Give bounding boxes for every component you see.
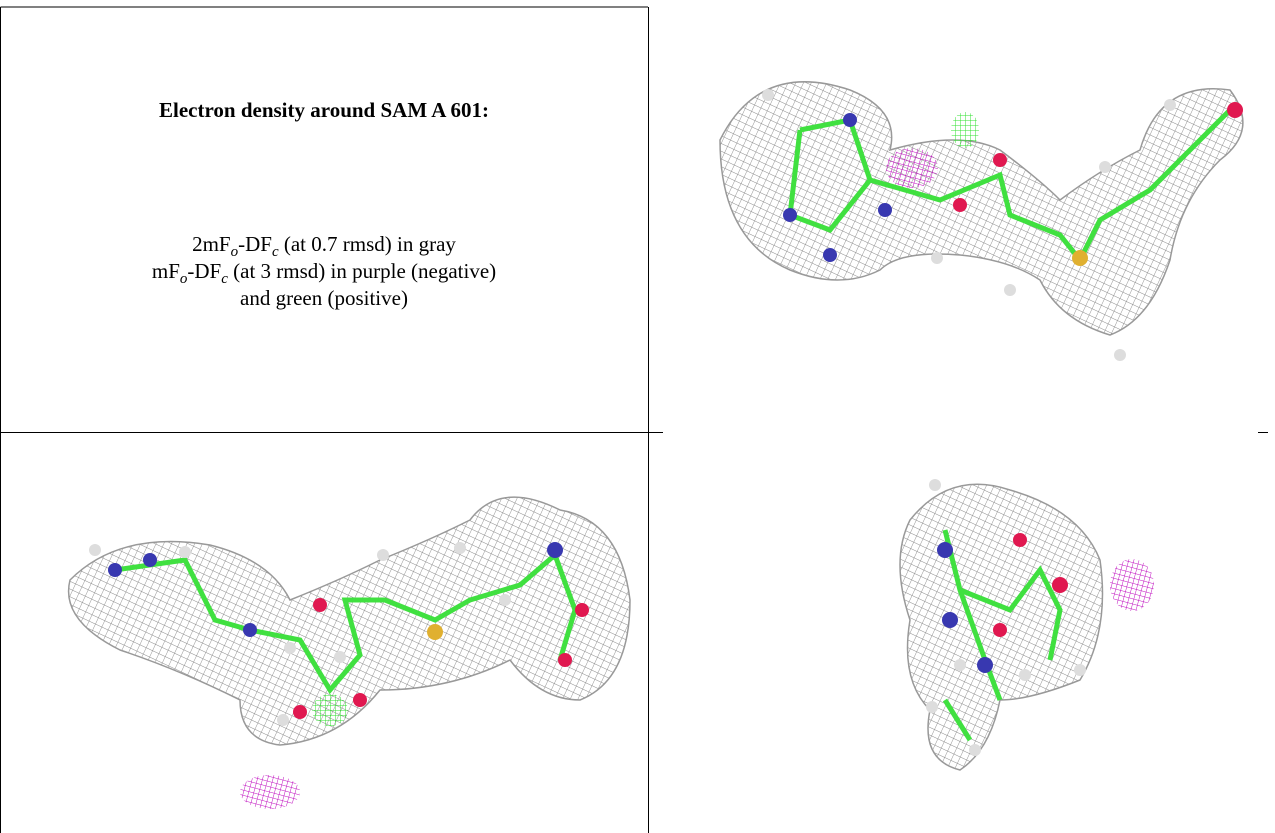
density-view-3 <box>899 479 1154 771</box>
text: 2mF <box>192 232 231 256</box>
density-view-1 <box>719 81 1244 361</box>
caption-line: and green (positive) <box>240 286 408 310</box>
caption-line: 2mFo-DFc (at 0.7 rmsd) in gray <box>0 232 648 261</box>
text: -DF <box>238 232 272 256</box>
text: (at 3 rmsd) in purple (negative) <box>227 259 497 283</box>
text: -DF <box>187 259 222 283</box>
subscript: o <box>179 271 188 288</box>
text: mF <box>151 259 180 283</box>
text: (at 0.7 rmsd) in gray <box>278 232 456 256</box>
density-view-2 <box>67 496 631 809</box>
table-lines <box>0 6 1268 833</box>
subscript: c <box>221 271 228 288</box>
subscript: c <box>271 244 279 261</box>
subscript: o <box>230 244 239 261</box>
caption-title: Electron density around SAM A 601: <box>158 98 489 122</box>
caption-line: mFo-DFc (at 3 rmsd) in purple (negative) <box>0 259 648 288</box>
